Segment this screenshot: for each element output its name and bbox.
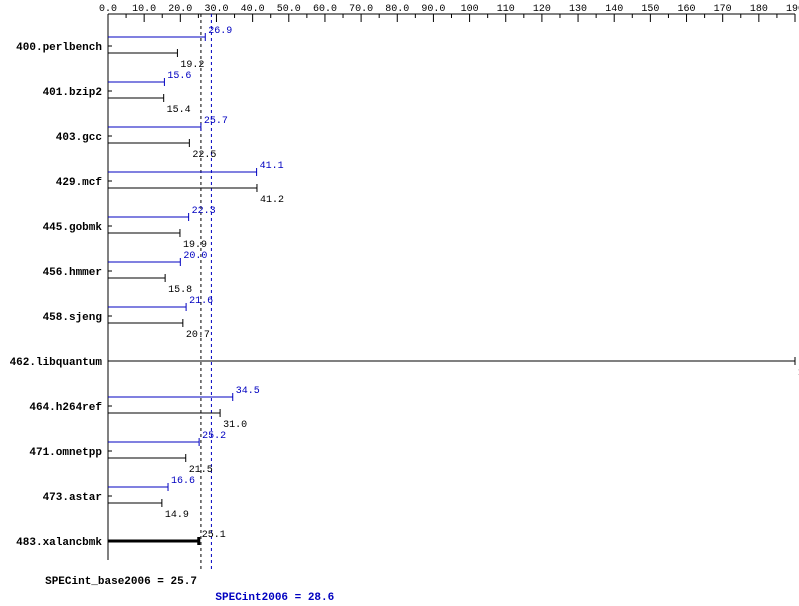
x-tick-label: 120 xyxy=(533,4,551,15)
bar-value: 19.9 xyxy=(183,240,207,251)
bar-value: 21.6 xyxy=(189,296,213,307)
bar-value: 20.7 xyxy=(186,330,210,341)
benchmark-label: 403.gcc xyxy=(56,132,102,144)
bar-value: 25.7 xyxy=(204,116,228,127)
bar-value: 15.8 xyxy=(168,285,192,296)
bar-value: 34.5 xyxy=(236,386,260,397)
bar-value: 20.0 xyxy=(183,251,207,262)
x-tick-label: 180 xyxy=(750,4,768,15)
benchmark-label: 458.sjeng xyxy=(43,312,102,324)
x-tick-label: 30.0 xyxy=(204,4,228,15)
bar-value: 22.3 xyxy=(192,206,216,217)
benchmark-label: 471.omnetpp xyxy=(29,447,102,459)
reference-label: SPECint2006 = 28.6 xyxy=(215,592,334,604)
x-tick-label: 0.0 xyxy=(99,4,117,15)
bar-value: 25.2 xyxy=(202,431,226,442)
chart-svg: 0.0 10.0 20.0 30.0 40.0 50.0 60.0 70.0 80.0 90.0 1… xyxy=(0,0,799,606)
bar-value: 16.6 xyxy=(171,476,195,487)
x-tick-label: 150 xyxy=(641,4,659,15)
bar-value: 14.9 xyxy=(165,510,189,521)
x-tick-label: 110 xyxy=(497,4,515,15)
benchmark-label: 462.libquantum xyxy=(10,357,103,369)
benchmark-label: 400.perlbench xyxy=(16,42,102,54)
benchmark-label: 401.bzip2 xyxy=(43,87,102,99)
benchmark-label: 464.h264ref xyxy=(29,402,102,414)
reference-label: SPECint_base2006 = 25.7 xyxy=(45,576,197,588)
benchmark-label: 483.xalancbmk xyxy=(16,537,102,549)
bar-value: 26.9 xyxy=(208,26,232,37)
spec-chart: 0.0 10.0 20.0 30.0 40.0 50.0 60.0 70.0 80.0 90.0 1… xyxy=(0,0,799,606)
bar-value: 41.1 xyxy=(260,161,284,172)
benchmark-label: 456.hmmer xyxy=(43,267,102,279)
x-tick-label: 190 xyxy=(786,4,799,15)
x-tick-label: 40.0 xyxy=(241,4,265,15)
bar-value: 41.2 xyxy=(260,195,284,206)
bar-value: 31.0 xyxy=(223,420,247,431)
x-tick-label: 170 xyxy=(714,4,732,15)
bar-value: 25.1 xyxy=(202,530,226,541)
x-tick-label: 70.0 xyxy=(349,4,373,15)
x-tick-label: 80.0 xyxy=(385,4,409,15)
bar-value: 21.5 xyxy=(189,465,213,476)
x-tick-label: 130 xyxy=(569,4,587,15)
bar-value: 15.4 xyxy=(167,105,191,116)
x-tick-label: 100 xyxy=(461,4,479,15)
benchmark-label: 473.astar xyxy=(43,492,102,504)
bar-value: 22.5 xyxy=(192,150,216,161)
x-tick-label: 160 xyxy=(678,4,696,15)
x-tick-label: 90.0 xyxy=(421,4,445,15)
bar-value: 19.2 xyxy=(180,60,204,71)
benchmark-label: 429.mcf xyxy=(56,177,103,189)
x-tick-label: 60.0 xyxy=(313,4,337,15)
bar-value: 15.6 xyxy=(167,71,191,82)
benchmark-label: 445.gobmk xyxy=(43,222,103,234)
x-tick-label: 20.0 xyxy=(168,4,192,15)
x-tick-label: 10.0 xyxy=(132,4,156,15)
x-tick-label: 50.0 xyxy=(277,4,301,15)
x-tick-label: 140 xyxy=(605,4,623,15)
